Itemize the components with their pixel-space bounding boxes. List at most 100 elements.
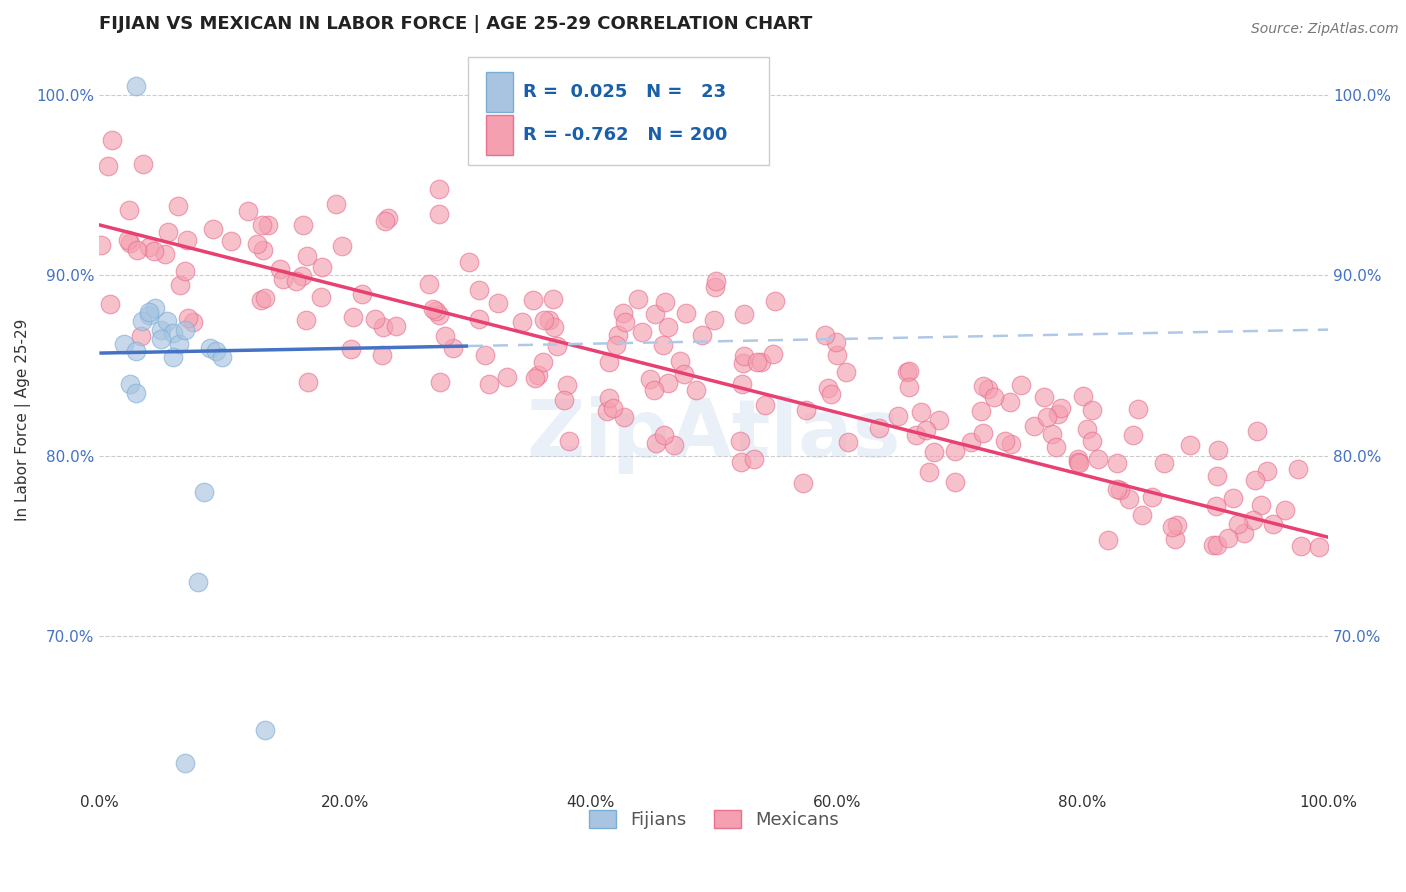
Point: [613, 315, 636, 329]
Point: [311, 260, 333, 274]
Point: [835, 365, 858, 379]
Point: [910, 405, 932, 419]
Point: [896, 365, 918, 379]
Point: [928, 412, 950, 426]
Point: [385, 318, 408, 333]
Point: [918, 465, 941, 479]
Point: [754, 398, 776, 412]
Point: [1202, 538, 1225, 552]
Point: [692, 327, 714, 342]
Text: R = -0.762   N = 200: R = -0.762 N = 200: [523, 126, 728, 144]
Point: [596, 404, 619, 418]
Point: [468, 312, 491, 326]
Point: [291, 268, 314, 283]
Point: [1040, 427, 1063, 442]
Point: [125, 78, 148, 93]
Point: [1087, 451, 1109, 466]
Point: [792, 476, 814, 491]
Point: [668, 354, 690, 368]
Point: [285, 274, 308, 288]
Point: [1126, 402, 1149, 417]
Point: [1166, 518, 1188, 533]
Point: [153, 247, 176, 261]
Point: [1011, 378, 1033, 392]
Point: [1049, 401, 1071, 416]
Point: [143, 301, 166, 315]
Point: [631, 325, 654, 339]
Point: [1286, 462, 1309, 476]
Point: [1206, 469, 1229, 483]
Point: [125, 385, 148, 400]
Point: [1308, 540, 1330, 554]
Point: [531, 355, 554, 369]
Point: [169, 337, 191, 351]
Point: [970, 404, 993, 418]
Point: [120, 376, 142, 391]
Point: [627, 292, 650, 306]
Point: [253, 291, 276, 305]
Point: [607, 328, 630, 343]
Point: [703, 313, 725, 327]
Point: [364, 311, 387, 326]
Point: [309, 290, 332, 304]
Y-axis label: In Labor Force | Age 25-29: In Labor Force | Age 25-29: [15, 318, 31, 521]
Point: [533, 313, 555, 327]
Point: [371, 347, 394, 361]
Point: [510, 315, 533, 329]
Point: [1130, 508, 1153, 522]
Text: ZipAtlas: ZipAtlas: [526, 396, 901, 474]
Point: [295, 313, 318, 327]
Point: [546, 339, 568, 353]
Point: [527, 368, 550, 383]
Point: [374, 213, 396, 227]
Point: [652, 427, 675, 442]
Text: FIJIAN VS MEXICAN IN LABOR FORCE | AGE 25-29 CORRELATION CHART: FIJIAN VS MEXICAN IN LABOR FORCE | AGE 2…: [100, 15, 813, 33]
Point: [132, 157, 155, 171]
Point: [174, 323, 197, 337]
Point: [643, 383, 665, 397]
Point: [425, 304, 447, 318]
Point: [825, 334, 848, 349]
Point: [149, 323, 172, 337]
FancyBboxPatch shape: [486, 114, 513, 155]
Point: [1226, 516, 1249, 531]
Legend: Fijians, Mexicans: Fijians, Mexicans: [582, 803, 846, 837]
Point: [994, 434, 1017, 448]
Point: [249, 293, 271, 308]
Point: [762, 347, 785, 361]
Point: [187, 575, 209, 590]
Point: [1250, 498, 1272, 512]
Point: [814, 327, 837, 342]
Point: [169, 278, 191, 293]
Point: [427, 308, 450, 322]
Point: [612, 306, 634, 320]
Point: [742, 452, 765, 467]
Point: [887, 409, 910, 423]
Point: [211, 350, 233, 364]
Point: [543, 292, 565, 306]
Point: [377, 211, 399, 225]
Point: [817, 381, 839, 395]
FancyBboxPatch shape: [486, 71, 513, 112]
Point: [474, 348, 496, 362]
Point: [837, 434, 859, 449]
Point: [325, 196, 347, 211]
Point: [112, 337, 135, 351]
Point: [101, 133, 124, 147]
Point: [371, 320, 394, 334]
Point: [972, 379, 994, 393]
Point: [1178, 438, 1201, 452]
Point: [256, 218, 278, 232]
Point: [330, 238, 353, 252]
Point: [350, 287, 373, 301]
Point: [672, 367, 695, 381]
Point: [201, 222, 224, 236]
Point: [250, 218, 273, 232]
Point: [1153, 456, 1175, 470]
Point: [598, 355, 620, 369]
Point: [269, 261, 291, 276]
Point: [1071, 389, 1094, 403]
Point: [236, 204, 259, 219]
Point: [1097, 533, 1119, 547]
Point: [1289, 539, 1312, 553]
